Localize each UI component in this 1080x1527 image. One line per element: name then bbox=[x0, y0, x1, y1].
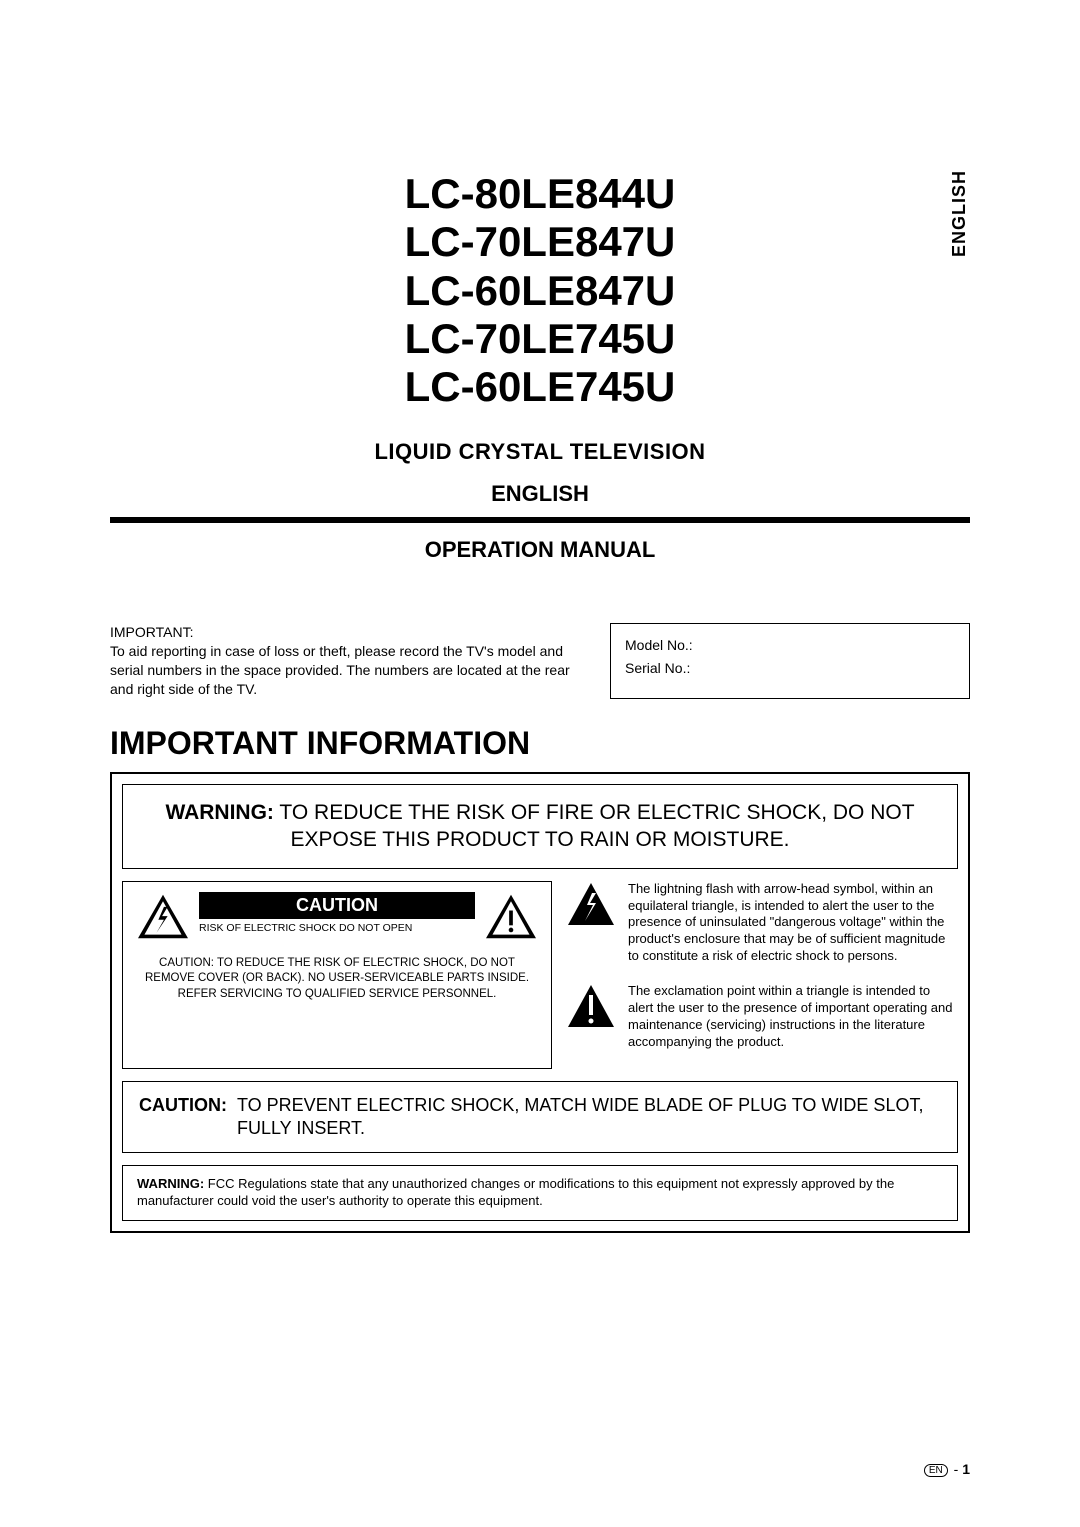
fcc-warning-box: WARNING: FCC Regulations state that any … bbox=[122, 1165, 958, 1221]
bolt-explanation: The lightning flash with arrow-head symb… bbox=[566, 881, 958, 965]
caution-header: CAUTION RISK OF ELECTRIC SHOCK DO NOT OP… bbox=[135, 892, 539, 942]
fcc-label: WARNING: bbox=[137, 1176, 204, 1191]
important-label: IMPORTANT: bbox=[110, 623, 586, 642]
section-title: IMPORTANT INFORMATION bbox=[110, 725, 970, 762]
symbol-explanations: The lightning flash with arrow-head symb… bbox=[566, 881, 958, 1069]
plug-caution-box: CAUTION: TO PREVENT ELECTRIC SHOCK, MATC… bbox=[122, 1081, 958, 1154]
page-footer: EN - 1 bbox=[924, 1461, 970, 1477]
important-information-box: WARNING: TO REDUCE THE RISK OF FIRE OR E… bbox=[110, 772, 970, 1233]
product-type: LIQUID CRYSTAL TELEVISION bbox=[110, 439, 970, 465]
model-number: LC-80LE844U bbox=[110, 170, 970, 218]
serial-record-box: Model No.: Serial No.: bbox=[610, 623, 970, 699]
language-side-tab: ENGLISH bbox=[949, 170, 970, 257]
footer-sep: - bbox=[950, 1461, 962, 1477]
warning-box: WARNING: TO REDUCE THE RISK OF FIRE OR E… bbox=[122, 784, 958, 869]
serial-no-label: Serial No.: bbox=[625, 657, 955, 679]
model-no-label: Model No.: bbox=[625, 634, 955, 656]
lang-code: EN bbox=[924, 1464, 948, 1477]
divider bbox=[110, 517, 970, 523]
shock-triangle-icon bbox=[566, 881, 616, 927]
caution-body: CAUTION: TO REDUCE THE RISK OF ELECTRIC … bbox=[135, 956, 539, 1003]
bolt-text: The lightning flash with arrow-head symb… bbox=[628, 881, 958, 965]
caution2-text: TO PREVENT ELECTRIC SHOCK, MATCH WIDE BL… bbox=[237, 1094, 941, 1141]
recording-info-row: IMPORTANT: To aid reporting in case of l… bbox=[110, 623, 970, 699]
page-number: 1 bbox=[962, 1461, 970, 1477]
model-number: LC-60LE847U bbox=[110, 267, 970, 315]
shock-triangle-icon bbox=[135, 892, 191, 942]
warning-label: WARNING: bbox=[165, 801, 274, 824]
caution2-label: CAUTION: bbox=[139, 1094, 227, 1141]
caution-row: CAUTION RISK OF ELECTRIC SHOCK DO NOT OP… bbox=[122, 881, 958, 1069]
manual-heading: OPERATION MANUAL bbox=[110, 537, 970, 563]
model-number: LC-70LE745U bbox=[110, 315, 970, 363]
bang-explanation: The exclamation point within a triangle … bbox=[566, 983, 958, 1051]
model-number: LC-60LE745U bbox=[110, 363, 970, 411]
caution-subtext: RISK OF ELECTRIC SHOCK DO NOT OPEN bbox=[199, 922, 475, 935]
model-number-list: LC-80LE844U LC-70LE847U LC-60LE847U LC-7… bbox=[110, 170, 970, 411]
important-text: To aid reporting in case of loss or thef… bbox=[110, 643, 570, 697]
warning-text: TO REDUCE THE RISK OF FIRE OR ELECTRIC S… bbox=[279, 801, 914, 851]
exclamation-triangle-icon bbox=[483, 892, 539, 942]
model-number: LC-70LE847U bbox=[110, 218, 970, 266]
recording-instructions: IMPORTANT: To aid reporting in case of l… bbox=[110, 623, 586, 699]
fcc-text: FCC Regulations state that any unauthori… bbox=[137, 1176, 894, 1208]
exclamation-triangle-icon bbox=[566, 983, 616, 1029]
caution-panel: CAUTION RISK OF ELECTRIC SHOCK DO NOT OP… bbox=[122, 881, 552, 1069]
bang-text: The exclamation point within a triangle … bbox=[628, 983, 958, 1051]
caution-label: CAUTION bbox=[199, 892, 475, 919]
language-heading: ENGLISH bbox=[110, 481, 970, 507]
